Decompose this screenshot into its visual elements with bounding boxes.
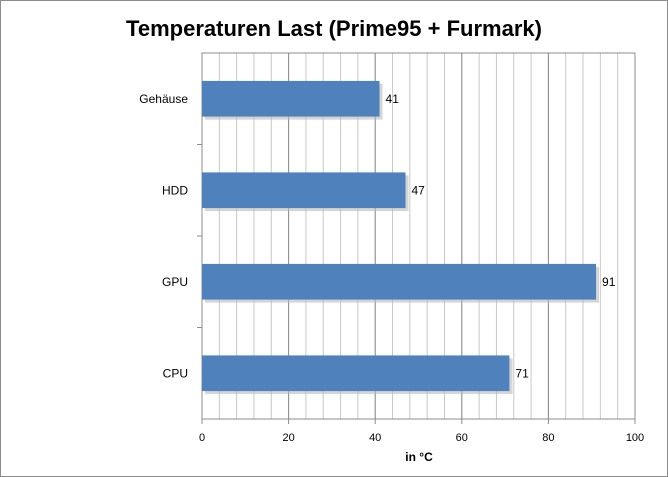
chart-title: Temperaturen Last (Prime95 + Furmark) [126, 16, 542, 41]
data-label: 71 [515, 366, 529, 380]
category-label: GPU [162, 275, 188, 289]
category-label: Gehäuse [139, 92, 188, 106]
x-tick-label: 80 [542, 432, 554, 444]
bar [202, 172, 406, 209]
data-label: 91 [602, 275, 616, 289]
category-label: HDD [162, 183, 188, 197]
bar [202, 355, 510, 392]
labels: 0 20 40 60 80 100 Gehäuse 41 HDD 47 GPU 91 CPU 71 [139, 92, 644, 444]
x-tick-label: 0 [199, 432, 205, 444]
data-label: 41 [386, 92, 400, 106]
x-tick-label: 60 [456, 432, 468, 444]
x-tick-label: 40 [369, 432, 381, 444]
bar [202, 80, 380, 117]
data-label: 47 [412, 183, 426, 197]
category-label: CPU [163, 366, 188, 380]
x-tick-label: 100 [626, 432, 644, 444]
x-axis-title: in °C [405, 450, 433, 464]
bar [202, 263, 597, 300]
bars [202, 80, 600, 395]
x-tick-label: 20 [282, 432, 294, 444]
